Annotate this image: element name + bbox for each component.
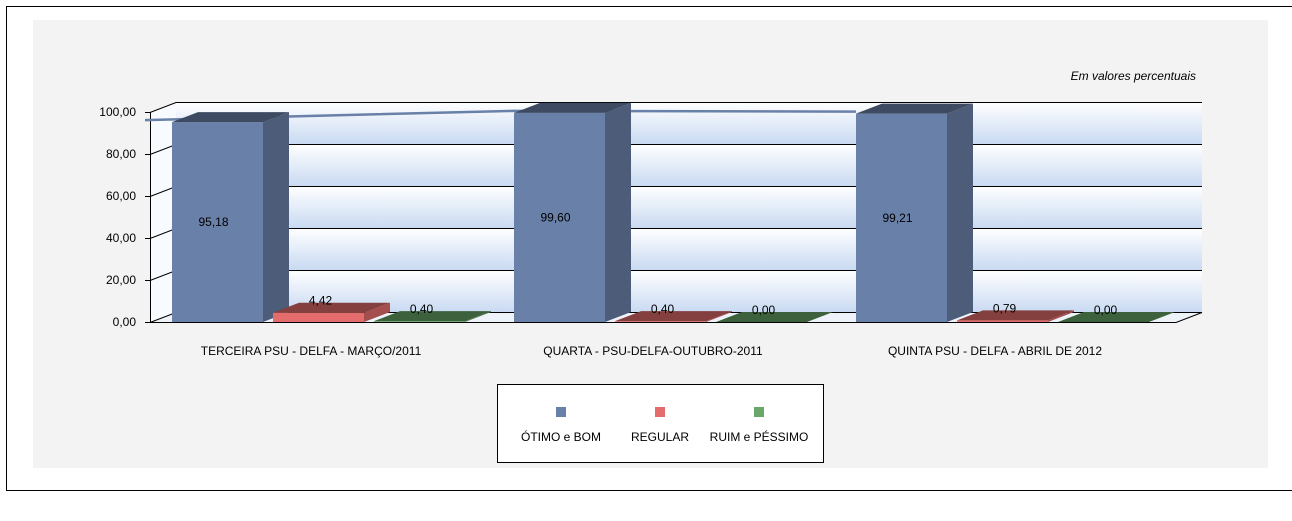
bar-side-face (263, 112, 289, 322)
y-tick-label: 0,00 (113, 315, 137, 329)
legend-label: ÓTIMO e BOM (521, 429, 601, 444)
bar-side-face (1048, 310, 1074, 322)
bar-series0-cat2 (856, 103, 973, 322)
data-label: 0,40 (651, 302, 675, 316)
bar-side-face (947, 103, 973, 322)
bar-top-face (615, 311, 732, 322)
y-tick-label: 20,00 (106, 273, 136, 287)
bar-side-face (465, 311, 491, 322)
bar-series1-cat0 (273, 302, 390, 322)
bar-top-face (514, 102, 631, 113)
y-tick-label: 60,00 (106, 189, 136, 203)
data-label: 4,42 (309, 294, 333, 308)
side-wall (150, 102, 176, 322)
x-tick-label: TERCEIRA PSU - DELFA - MARÇO/2011 (201, 344, 422, 358)
bar-series2-cat1 (716, 312, 833, 322)
bar-side-face (706, 311, 732, 322)
wall-band (176, 144, 1202, 186)
bar-side-face (364, 302, 390, 322)
units-note: Em valores percentuais (1070, 69, 1196, 83)
data-label: 0,79 (993, 301, 1017, 315)
wall-band (176, 186, 1202, 228)
y-tick-label: 80,00 (106, 147, 136, 161)
y-axis: 0,00 20,00 40,00 60,00 80,00 100,00 (99, 105, 151, 329)
legend-swatch (655, 407, 665, 417)
bar-front-face (856, 113, 947, 322)
legend-item: RUIM e PÉSSIMO (710, 407, 809, 444)
bar-series1-cat2 (957, 310, 1074, 322)
bar-side-face (605, 102, 631, 322)
legend-item: ÓTIMO e BOM (521, 407, 601, 444)
bar-series0-cat0 (172, 112, 289, 322)
legend-label: REGULAR (631, 430, 689, 444)
bar-front-face (514, 112, 605, 322)
wall-band (176, 228, 1202, 270)
legend-swatch (754, 407, 764, 417)
bar-front-face (273, 312, 364, 322)
legend-item: REGULAR (631, 407, 689, 444)
legend: ÓTIMO e BOM REGULAR RUIM e PÉSSIMO (497, 384, 824, 463)
data-label: 95,18 (198, 215, 228, 229)
bar-top-face (172, 112, 289, 123)
bar-front-face (957, 320, 1048, 322)
data-label: 0,40 (410, 302, 434, 316)
wall-band (176, 102, 1202, 144)
data-label: 99,60 (540, 210, 570, 224)
bar-series2-cat0 (374, 311, 491, 322)
data-label: 0,00 (752, 303, 776, 317)
x-tick-label: QUINTA PSU - DELFA - ABRIL DE 2012 (888, 344, 1102, 358)
data-label: 99,21 (882, 211, 912, 225)
y-tick-label: 100,00 (99, 105, 136, 119)
gridline (149, 102, 1202, 113)
bar-series1-cat1 (615, 311, 732, 322)
bar-top-face (856, 103, 973, 114)
y-tick-label: 40,00 (106, 231, 136, 245)
bar-series2-cat2 (1058, 312, 1175, 322)
legend-swatch (556, 407, 566, 417)
x-axis-labels: TERCEIRA PSU - DELFA - MARÇO/2011 QUARTA … (201, 344, 1103, 358)
bar-top-face (273, 302, 390, 313)
data-labels: 95,18 4,42 0,40 99,60 0,40 0,00 99,21 0,79 0,00 (198, 210, 1117, 317)
bar-front-face (615, 321, 706, 322)
legend-label: RUIM e PÉSSIMO (710, 429, 809, 444)
bar-top-face (716, 312, 833, 322)
x-tick-label: QUARTA - PSU-DELFA-OUTUBRO-2011 (543, 344, 763, 358)
bar-front-face (172, 122, 263, 322)
data-label: 0,00 (1094, 303, 1118, 317)
bars (172, 102, 1175, 322)
bar-top-face (374, 311, 491, 322)
bar-top-face (957, 310, 1074, 321)
bar-front-face (374, 321, 465, 322)
legend-box (497, 384, 824, 463)
bar-top-face (1058, 312, 1175, 322)
bar-series0-cat1 (514, 102, 631, 322)
back-wall (149, 102, 1203, 323)
